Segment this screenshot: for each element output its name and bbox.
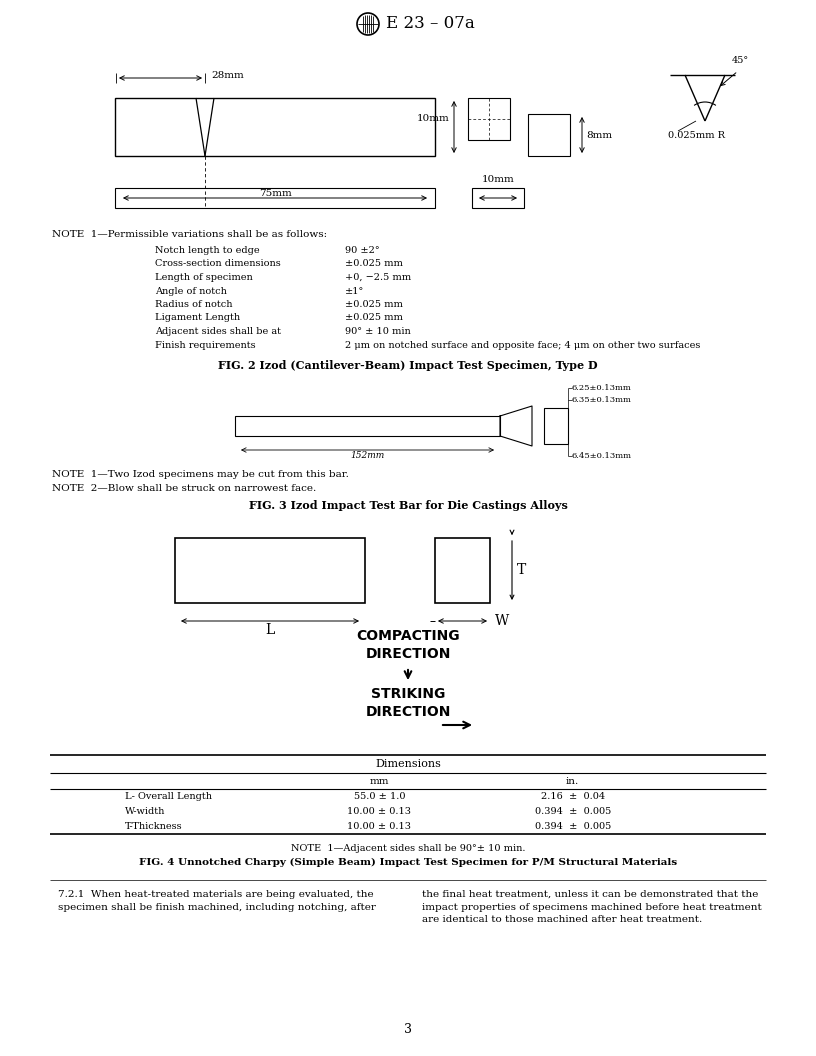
Text: Ligament Length: Ligament Length (155, 314, 240, 322)
Text: +0, −2.5 mm: +0, −2.5 mm (345, 274, 411, 282)
Text: FIG. 4 Unnotched Charpy (Simple Beam) Impact Test Specimen for P/M Structural Ma: FIG. 4 Unnotched Charpy (Simple Beam) Im… (139, 857, 677, 867)
Text: W: W (495, 614, 509, 628)
Text: 6.25±0.13mm: 6.25±0.13mm (572, 384, 632, 392)
Text: 10.00 ± 0.13: 10.00 ± 0.13 (348, 822, 411, 831)
Text: W-width: W-width (125, 807, 166, 816)
Text: ±1°: ±1° (345, 286, 364, 296)
Text: ±0.025 mm: ±0.025 mm (345, 300, 403, 309)
Text: NOTE  2—Blow shall be struck on narrowest face.: NOTE 2—Blow shall be struck on narrowest… (52, 484, 317, 493)
Text: L- Overall Length: L- Overall Length (125, 792, 212, 802)
Text: 90 ±2°: 90 ±2° (345, 246, 379, 254)
Text: L: L (265, 623, 275, 637)
Text: 28mm: 28mm (211, 71, 244, 79)
Text: 0.025mm R: 0.025mm R (668, 131, 725, 140)
Text: mm: mm (370, 776, 389, 786)
Text: 75mm: 75mm (259, 189, 291, 197)
Bar (472, 188, 524, 208)
Text: Angle of notch: Angle of notch (155, 286, 227, 296)
Text: Dimensions: Dimensions (375, 759, 441, 769)
Text: 0.394  ±  0.005: 0.394 ± 0.005 (534, 822, 611, 831)
Text: 152mm: 152mm (350, 451, 384, 460)
Text: Notch length to edge: Notch length to edge (155, 246, 259, 254)
Text: T-Thickness: T-Thickness (125, 822, 183, 831)
Text: 2 μm on notched surface and opposite face; 4 μm on other two surfaces: 2 μm on notched surface and opposite fac… (345, 340, 700, 350)
Bar (544, 408, 568, 444)
Bar (468, 98, 510, 140)
Text: 2.16  ±  0.04: 2.16 ± 0.04 (541, 792, 605, 802)
Text: 8mm: 8mm (586, 131, 612, 139)
Bar (528, 114, 570, 156)
Text: 3: 3 (404, 1023, 412, 1036)
Text: Adjacent sides shall be at: Adjacent sides shall be at (155, 327, 281, 336)
Text: NOTE  1—Permissible variations shall be as follows:: NOTE 1—Permissible variations shall be a… (52, 230, 327, 239)
Text: in.: in. (566, 776, 579, 786)
Text: 10mm: 10mm (481, 175, 514, 184)
Text: 90° ± 10 min: 90° ± 10 min (345, 327, 410, 336)
Text: Finish requirements: Finish requirements (155, 340, 255, 350)
Text: COMPACTING
DIRECTION: COMPACTING DIRECTION (357, 629, 459, 661)
Text: the final heat treatment, unless it can be demonstrated that the
impact properti: the final heat treatment, unless it can … (422, 890, 762, 924)
Text: 0.394  ±  0.005: 0.394 ± 0.005 (534, 807, 611, 816)
Text: ±0.025 mm: ±0.025 mm (345, 314, 403, 322)
Text: FIG. 2 Izod (Cantilever-Beam) Impact Test Specimen, Type D: FIG. 2 Izod (Cantilever-Beam) Impact Tes… (218, 360, 598, 371)
Text: 10mm: 10mm (417, 114, 450, 122)
Text: Radius of notch: Radius of notch (155, 300, 233, 309)
Text: Cross-section dimensions: Cross-section dimensions (155, 260, 281, 268)
Text: 6.35±0.13mm: 6.35±0.13mm (572, 396, 632, 404)
Text: 6.45±0.13mm: 6.45±0.13mm (572, 452, 632, 460)
Bar (115, 188, 435, 208)
Bar (175, 538, 365, 603)
Text: STRIKING
DIRECTION: STRIKING DIRECTION (366, 687, 450, 719)
Text: T: T (517, 564, 526, 578)
Text: 55.0 ± 1.0: 55.0 ± 1.0 (353, 792, 405, 802)
Bar (115, 98, 435, 156)
Text: E 23 – 07a: E 23 – 07a (386, 16, 475, 33)
Text: 45°: 45° (732, 56, 749, 65)
Text: 10.00 ± 0.13: 10.00 ± 0.13 (348, 807, 411, 816)
Text: Length of specimen: Length of specimen (155, 274, 253, 282)
Text: NOTE  1—Adjacent sides shall be 90°± 10 min.: NOTE 1—Adjacent sides shall be 90°± 10 m… (290, 844, 526, 853)
Text: NOTE  1—Two Izod specimens may be cut from this bar.: NOTE 1—Two Izod specimens may be cut fro… (52, 470, 349, 479)
Text: FIG. 3 Izod Impact Test Bar for Die Castings Alloys: FIG. 3 Izod Impact Test Bar for Die Cast… (249, 499, 567, 511)
Bar (435, 538, 490, 603)
Text: ±0.025 mm: ±0.025 mm (345, 260, 403, 268)
Bar (235, 416, 500, 436)
Text: 7.2.1  When heat-treated materials are being evaluated, the
specimen shall be fi: 7.2.1 When heat-treated materials are be… (58, 890, 376, 911)
